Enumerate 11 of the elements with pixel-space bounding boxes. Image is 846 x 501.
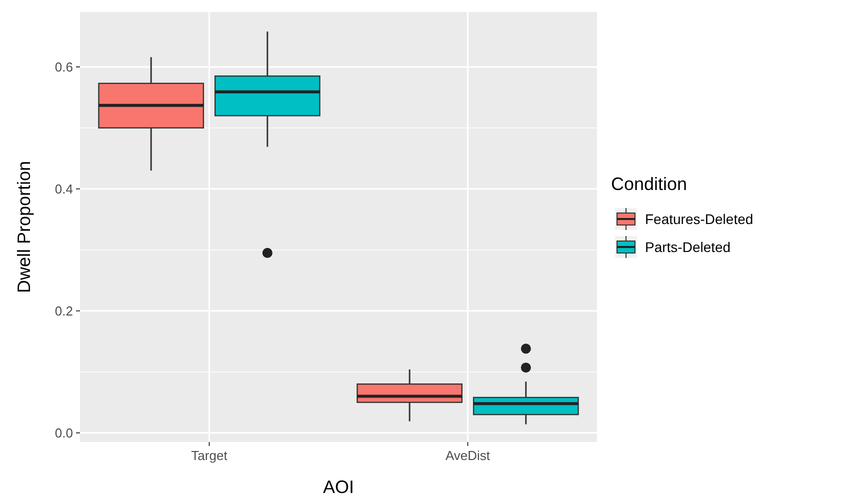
legend-label: Features-Deleted — [645, 210, 754, 227]
x-tick-label: Target — [191, 448, 228, 463]
y-tick-label: 0.2 — [54, 303, 73, 318]
y-tick-label: 0.0 — [54, 425, 73, 440]
legend-title: Condition — [611, 174, 688, 194]
x-tick-label: AveDist — [445, 448, 490, 463]
x-axis-title: AOI — [322, 477, 354, 497]
y-axis-title: Dwell Proportion — [14, 160, 34, 294]
y-tick-label: 0.6 — [54, 59, 73, 74]
y-tick-label: 0.4 — [54, 181, 73, 196]
legend-label: Parts-Deleted — [645, 238, 731, 255]
